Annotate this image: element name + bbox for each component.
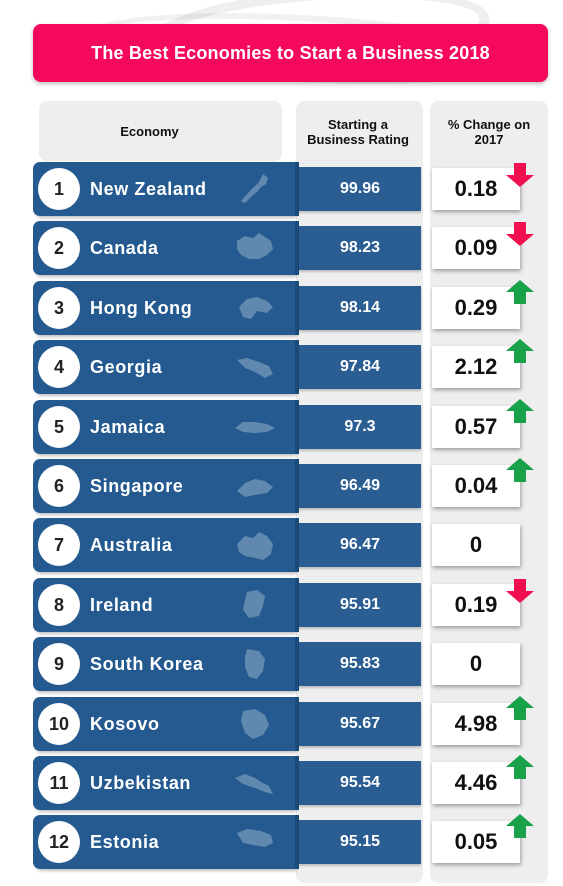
rating-value: 95.15 <box>299 820 421 864</box>
chart-title: The Best Economies to Start a Business 2… <box>33 24 548 82</box>
rating-value: 97.3 <box>299 405 421 449</box>
rating-value: 98.23 <box>299 226 421 270</box>
economy-header-background <box>39 101 282 161</box>
economy-row: 10 Kosovo <box>33 697 299 751</box>
rating-value: 95.83 <box>299 642 421 686</box>
rating-value: 96.49 <box>299 464 421 508</box>
rank-badge: 4 <box>38 346 80 388</box>
rank-badge: 7 <box>38 524 80 566</box>
change-value: 0 <box>432 643 520 685</box>
economy-row: 11 Uzbekistan <box>33 756 299 810</box>
change-value: 0.04 <box>432 465 520 507</box>
economy-row: 1 New Zealand <box>33 162 299 216</box>
economy-row: 3 Hong Kong <box>33 281 299 335</box>
economy-name: Uzbekistan <box>90 773 192 793</box>
rank-badge: 12 <box>38 821 80 863</box>
arrow-down-icon <box>506 222 534 246</box>
arrow-up-icon <box>506 399 534 423</box>
arrow-up-icon <box>506 280 534 304</box>
economy-name: Singapore <box>90 476 184 496</box>
arrow-up-icon <box>506 696 534 720</box>
economy-row: 4 Georgia <box>33 340 299 394</box>
economy-name: Canada <box>90 238 159 258</box>
economy-column-header: Economy <box>120 123 179 139</box>
rating-column-header: Starting a Business Rating <box>307 117 409 147</box>
rank-badge: 9 <box>38 643 80 685</box>
kosovo-map-icon <box>241 709 269 739</box>
rank-badge: 6 <box>38 465 80 507</box>
economy-name: Hong Kong <box>90 298 193 318</box>
rank-badge: 3 <box>38 287 80 329</box>
arrow-up-icon <box>506 755 534 779</box>
estonia-map-icon <box>237 829 273 847</box>
rank-badge: 10 <box>38 703 80 745</box>
change-value: 0.29 <box>432 287 520 329</box>
arrow-down-icon <box>506 579 534 603</box>
rating-value: 97.84 <box>299 345 421 389</box>
canada-map-icon <box>237 233 273 259</box>
georgia-map-icon <box>237 358 273 378</box>
economy-row: 9 South Korea <box>33 637 299 691</box>
change-value: 2.12 <box>432 346 520 388</box>
rank-badge: 1 <box>38 168 80 210</box>
rank-badge: 2 <box>38 227 80 269</box>
new-zealand-map-icon <box>241 174 268 203</box>
rank-badge: 8 <box>38 584 80 626</box>
rating-value: 95.67 <box>299 702 421 746</box>
rating-value: 98.14 <box>299 286 421 330</box>
change-value: 0.05 <box>432 821 520 863</box>
arrow-up-icon <box>506 814 534 838</box>
change-value: 4.46 <box>432 762 520 804</box>
economy-name: Jamaica <box>90 417 166 437</box>
economy-name: South Korea <box>90 654 204 674</box>
rank-badge: 11 <box>38 762 80 804</box>
economy-name: Australia <box>90 535 173 555</box>
south-korea-map-icon <box>245 649 265 679</box>
singapore-map-icon <box>237 479 273 497</box>
change-value: 0.18 <box>432 168 520 210</box>
arrow-down-icon <box>506 163 534 187</box>
arrow-up-icon <box>506 339 534 363</box>
economy-row: 6 Singapore <box>33 459 299 513</box>
change-value: 0.09 <box>432 227 520 269</box>
economy-name: Georgia <box>90 357 163 377</box>
economy-name: Estonia <box>90 832 160 852</box>
rating-value: 95.54 <box>299 761 421 805</box>
economy-name: Ireland <box>90 595 154 615</box>
change-value: 0.57 <box>432 406 520 448</box>
economy-name: New Zealand <box>90 179 207 199</box>
australia-map-icon <box>237 532 273 560</box>
hong-kong-map-icon <box>239 297 273 319</box>
change-value: 0 <box>432 524 520 566</box>
arrow-up-icon <box>506 458 534 482</box>
change-column-header: % Change on 2017 <box>447 117 531 147</box>
rating-value: 95.91 <box>299 583 421 627</box>
economy-row: 8 Ireland <box>33 578 299 632</box>
rank-badge: 5 <box>38 406 80 448</box>
change-value: 0.19 <box>432 584 520 626</box>
economy-row: 5 Jamaica <box>33 400 299 454</box>
economy-row: 12 Estonia <box>33 815 299 869</box>
rating-value: 99.96 <box>299 167 421 211</box>
ireland-map-icon <box>243 590 265 618</box>
rating-value: 96.47 <box>299 523 421 567</box>
economy-row: 2 Canada <box>33 221 299 275</box>
economy-name: Kosovo <box>90 714 160 734</box>
economy-row: 7 Australia <box>33 518 299 572</box>
jamaica-map-icon <box>235 422 275 433</box>
change-value: 4.98 <box>432 703 520 745</box>
uzbekistan-map-icon <box>235 774 273 794</box>
